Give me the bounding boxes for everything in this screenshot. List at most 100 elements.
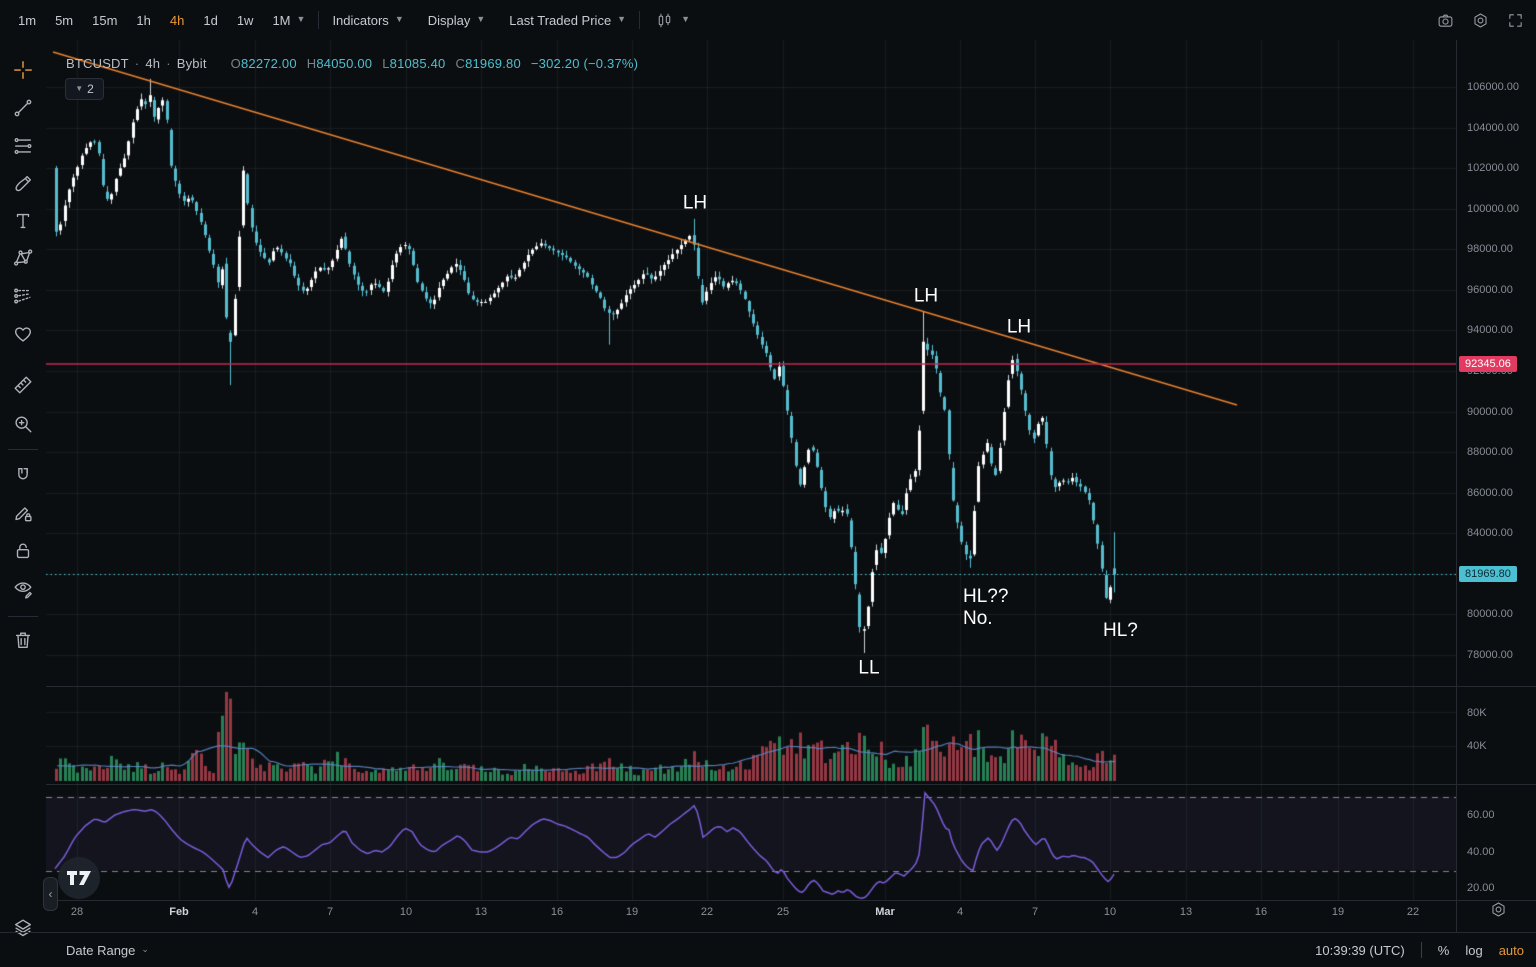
xabcd-pattern-icon[interactable] [12, 247, 34, 269]
time-axis-label: 16 [1254, 906, 1268, 918]
price-axis-label: 78000.00 [1467, 649, 1513, 661]
annotation-text[interactable]: LH [682, 192, 708, 214]
annotation-text[interactable]: LL [858, 657, 880, 679]
indicator-collapse-button[interactable]: ▼ 2 [65, 78, 104, 100]
annotation-text[interactable]: LH [1006, 316, 1032, 338]
price-volume-separator[interactable] [46, 686, 1536, 687]
chart-style-chevron-down-icon[interactable]: ▼ [681, 14, 691, 24]
exchange-label[interactable]: Bybit [176, 56, 207, 71]
tradingview-logo[interactable] [57, 856, 101, 900]
crosshair-icon[interactable] [12, 59, 34, 81]
horizontal-lines-icon[interactable] [12, 135, 34, 157]
ohlc-key: C [455, 56, 466, 71]
timeframe-1h[interactable]: 1h [136, 12, 151, 28]
ohlc-value: 82272.00 [240, 56, 297, 71]
menu-display[interactable]: Display ▼ [428, 13, 486, 28]
alert-price-badge[interactable]: 92345.06 [1459, 356, 1517, 372]
ohlc-value: 81969.80 [465, 56, 521, 71]
menu-label: Last Traded Price [509, 12, 612, 28]
timeframe-1m[interactable]: 1m [18, 12, 37, 28]
date-range-label: Date Range [66, 942, 136, 958]
log-scale-button[interactable]: log [1465, 942, 1483, 958]
time-axis-label: 10 [399, 906, 413, 918]
menu-label: Indicators [332, 12, 389, 28]
volume-rsi-separator[interactable] [46, 784, 1536, 785]
top-toolbar: 1m 5m 15m 1h 4h 1d 1w 1M ▼ Indicators ▼ Display ▼ L… [0, 0, 1536, 40]
divider [1420, 942, 1422, 958]
collapse-pane-chevron-left-icon[interactable]: ‹ [43, 877, 58, 911]
favorites-heart-icon[interactable] [12, 323, 34, 345]
toolbar-divider [318, 11, 320, 29]
menu-last-traded-price[interactable]: Last Traded Price ▼ [509, 13, 626, 28]
forecast-icon[interactable] [12, 285, 34, 307]
price-axis-label: 106000.00 [1467, 81, 1519, 93]
separator-dot: · [134, 56, 140, 71]
hide-drawings-icon[interactable] [12, 578, 34, 600]
chart-style-selector[interactable]: ▼ [653, 9, 690, 31]
time-axis-label: 19 [625, 906, 639, 918]
camera-icon[interactable] [1434, 9, 1456, 31]
settings-gear-icon[interactable] [1469, 9, 1491, 31]
chevron-down-icon: ⌄ [141, 943, 149, 954]
price-axis[interactable]: 106000.00 104000.00 102000.00 100000.00 9800… [1456, 40, 1536, 932]
price-axis-label: 40.00 [1467, 846, 1495, 858]
price-axis-label: 84000.00 [1467, 527, 1513, 539]
annotation-text[interactable]: LH [913, 285, 939, 307]
remove-drawings-icon[interactable] [12, 629, 34, 651]
symbol-name[interactable]: BTCUSDT [66, 56, 129, 71]
date-range-button[interactable]: Date Range ⌄ [66, 943, 149, 958]
time-axis-label: 25 [776, 906, 790, 918]
fullscreen-icon[interactable] [1504, 9, 1526, 31]
trend-line-icon[interactable] [12, 97, 34, 119]
price-axis-label: 102000.00 [1467, 162, 1519, 174]
auto-scale-button[interactable]: auto [1498, 942, 1524, 958]
timeframe-4h[interactable]: 4h [169, 12, 185, 28]
bottom-toolbar: Date Range ⌄ 10:39:39 (UTC) % log auto [0, 932, 1536, 967]
toolbar-divider [8, 449, 38, 450]
timeframe-15m[interactable]: 15m [92, 12, 118, 28]
drawing-toolbar [0, 40, 46, 966]
time-axis-label: 16 [550, 906, 564, 918]
timeframe-1d[interactable]: 1d [203, 12, 218, 28]
time-axis-label: 7 [1031, 906, 1039, 918]
annotation-text[interactable]: HL?? No. [963, 586, 1009, 629]
price-axis-label: 80K [1467, 707, 1487, 719]
price-axis-label: 60.00 [1467, 809, 1495, 821]
price-axis-label: 96000.00 [1467, 284, 1513, 296]
draw-lock-icon[interactable] [12, 502, 34, 524]
timeframe-more-chevron-down-icon[interactable]: ▼ [296, 14, 306, 24]
price-axis-label: 40K [1467, 740, 1487, 752]
percent-scale-button[interactable]: % [1437, 942, 1450, 958]
timeframe-1M[interactable]: 1M [272, 12, 291, 28]
price-axis-label: 104000.00 [1467, 122, 1519, 134]
chevron-down-icon: ▼ [617, 14, 627, 24]
chart-canvas[interactable] [0, 40, 1456, 932]
menu-label: Display [427, 12, 471, 28]
time-axis-label: 4 [251, 906, 259, 918]
timeframe-5m[interactable]: 5m [55, 12, 74, 28]
candles-icon[interactable] [653, 9, 675, 31]
annotation-text[interactable]: HL? [1103, 620, 1138, 641]
menu-indicators[interactable]: Indicators ▼ [332, 13, 403, 28]
timeframe-1w[interactable]: 1w [236, 12, 254, 28]
bottom-right-group: 10:39:39 (UTC) % log auto [1315, 942, 1524, 958]
symbol-header[interactable]: BTCUSDT · 4h · Bybit O82272.00 H84050.00 L81085… [66, 56, 638, 71]
time-axis-label: Mar [875, 906, 895, 918]
brush-icon[interactable] [12, 173, 34, 195]
chevron-down-icon: ▼ [394, 14, 404, 24]
time-axis-label: 19 [1331, 906, 1345, 918]
text-tool-icon[interactable] [12, 210, 34, 232]
time-axis-label: Feb [169, 906, 189, 918]
price-axis-label: 98000.00 [1467, 243, 1513, 255]
ruler-icon[interactable] [12, 374, 34, 396]
axis-settings-gear-icon[interactable] [1487, 898, 1509, 920]
menu-group: Indicators ▼ Display ▼ Last Traded Price ▼ [332, 13, 626, 28]
lock-all-icon[interactable] [12, 540, 34, 562]
toolbar-divider [8, 616, 38, 617]
interval-label[interactable]: 4h [145, 56, 161, 71]
clock[interactable]: 10:39:39 (UTC) [1315, 942, 1405, 958]
time-axis-label: 7 [326, 906, 334, 918]
magnet-icon[interactable] [12, 465, 34, 487]
price-axis-label: 80000.00 [1467, 608, 1513, 620]
zoom-in-icon[interactable] [12, 413, 34, 435]
